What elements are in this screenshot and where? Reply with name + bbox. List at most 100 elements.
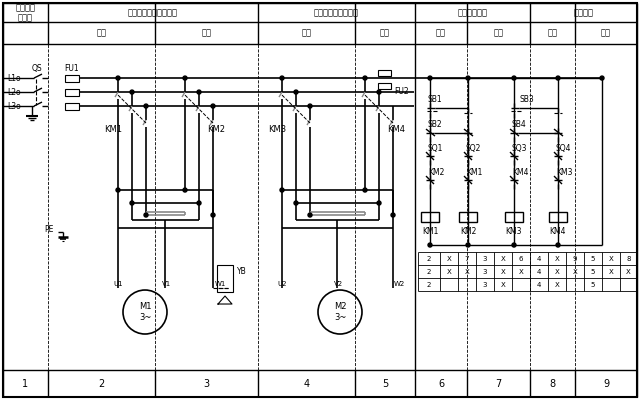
Text: KM1: KM1 xyxy=(422,226,438,236)
Circle shape xyxy=(144,104,148,108)
Text: KM3: KM3 xyxy=(506,226,522,236)
Text: 4: 4 xyxy=(537,256,541,262)
Text: 上升: 上升 xyxy=(97,28,106,38)
Bar xyxy=(65,74,79,82)
Circle shape xyxy=(556,243,560,247)
Text: X: X xyxy=(447,268,451,274)
Text: PE: PE xyxy=(45,224,54,234)
Text: 控制吊钩升降: 控制吊钩升降 xyxy=(458,8,488,17)
Text: 3: 3 xyxy=(483,256,487,262)
Circle shape xyxy=(377,201,381,205)
Bar xyxy=(217,265,233,292)
Text: 1: 1 xyxy=(22,378,29,388)
Text: 控制平移: 控制平移 xyxy=(573,8,593,17)
Text: 吊钩水平移动电动机: 吊钩水平移动电动机 xyxy=(314,8,359,17)
Text: KM4: KM4 xyxy=(550,226,566,236)
Text: U1: U1 xyxy=(113,281,123,287)
Circle shape xyxy=(123,290,167,334)
Circle shape xyxy=(183,188,187,192)
Circle shape xyxy=(556,76,560,80)
Text: 上升: 上升 xyxy=(436,28,446,38)
Text: 4: 4 xyxy=(537,282,541,288)
Circle shape xyxy=(512,243,516,247)
Text: 8: 8 xyxy=(549,378,556,388)
Text: X: X xyxy=(555,268,559,274)
Text: KM3: KM3 xyxy=(556,168,573,176)
Text: M2
3~: M2 3~ xyxy=(333,302,346,322)
Circle shape xyxy=(116,188,120,192)
Text: 5: 5 xyxy=(591,256,595,262)
Circle shape xyxy=(512,76,516,80)
Text: 3: 3 xyxy=(204,378,209,388)
Circle shape xyxy=(308,213,312,217)
Text: 向前: 向前 xyxy=(301,28,312,38)
Text: 下降: 下降 xyxy=(202,28,211,38)
Bar xyxy=(505,212,523,222)
Text: V2: V2 xyxy=(334,281,343,287)
Text: KM4: KM4 xyxy=(512,168,529,176)
Text: 6: 6 xyxy=(438,378,444,388)
Circle shape xyxy=(211,213,215,217)
Circle shape xyxy=(377,90,381,94)
Text: SQ2: SQ2 xyxy=(466,144,481,152)
Text: 2: 2 xyxy=(427,268,431,274)
Text: 升降电动机及电气制动: 升降电动机及电气制动 xyxy=(128,8,178,17)
Bar xyxy=(459,212,477,222)
Text: KM2: KM2 xyxy=(460,226,476,236)
Circle shape xyxy=(294,201,298,205)
Text: 4: 4 xyxy=(303,378,310,388)
Text: 5: 5 xyxy=(591,282,595,288)
Text: 6: 6 xyxy=(519,256,524,262)
Text: 5: 5 xyxy=(591,268,595,274)
Circle shape xyxy=(308,104,312,108)
Text: 9: 9 xyxy=(573,256,577,262)
Text: SB4: SB4 xyxy=(512,120,527,128)
Text: L1o: L1o xyxy=(7,74,21,82)
Circle shape xyxy=(116,76,120,80)
Text: 4: 4 xyxy=(537,268,541,274)
Text: 下降: 下降 xyxy=(493,28,504,38)
Text: 7: 7 xyxy=(465,256,469,262)
Circle shape xyxy=(428,243,432,247)
Text: 7: 7 xyxy=(495,378,502,388)
Circle shape xyxy=(130,201,134,205)
Text: X: X xyxy=(555,282,559,288)
Circle shape xyxy=(183,76,187,80)
Circle shape xyxy=(600,76,604,80)
Text: 向前: 向前 xyxy=(547,28,557,38)
Text: X: X xyxy=(626,268,631,274)
Circle shape xyxy=(466,243,470,247)
Circle shape xyxy=(144,213,148,217)
Text: X: X xyxy=(609,268,613,274)
Text: 5: 5 xyxy=(382,378,388,388)
Text: FU2: FU2 xyxy=(394,86,408,96)
Text: M1
3~: M1 3~ xyxy=(139,302,151,322)
Circle shape xyxy=(211,104,215,108)
Text: KM2: KM2 xyxy=(207,124,225,134)
Text: X: X xyxy=(447,256,451,262)
Text: KM2: KM2 xyxy=(428,168,444,176)
Text: SQ4: SQ4 xyxy=(556,144,572,152)
Text: KM4: KM4 xyxy=(387,124,405,134)
Text: 2: 2 xyxy=(99,378,104,388)
Text: SB3: SB3 xyxy=(519,94,534,104)
Text: 8: 8 xyxy=(627,256,631,262)
Text: U2: U2 xyxy=(277,281,287,287)
Circle shape xyxy=(294,90,298,94)
Text: W2: W2 xyxy=(394,281,405,287)
Bar xyxy=(421,212,439,222)
Circle shape xyxy=(280,188,284,192)
Text: YB: YB xyxy=(237,266,247,276)
Text: V1: V1 xyxy=(162,281,172,287)
Text: SQ1: SQ1 xyxy=(428,144,444,152)
Text: SB1: SB1 xyxy=(428,94,443,104)
Text: 向后: 向后 xyxy=(380,28,390,38)
Text: KM3: KM3 xyxy=(268,124,286,134)
Bar xyxy=(378,70,390,76)
Bar xyxy=(65,88,79,96)
Text: KM1: KM1 xyxy=(104,124,122,134)
Text: 向后: 向后 xyxy=(601,28,611,38)
Text: 3: 3 xyxy=(483,282,487,288)
Circle shape xyxy=(466,76,470,80)
Text: SQ3: SQ3 xyxy=(512,144,527,152)
